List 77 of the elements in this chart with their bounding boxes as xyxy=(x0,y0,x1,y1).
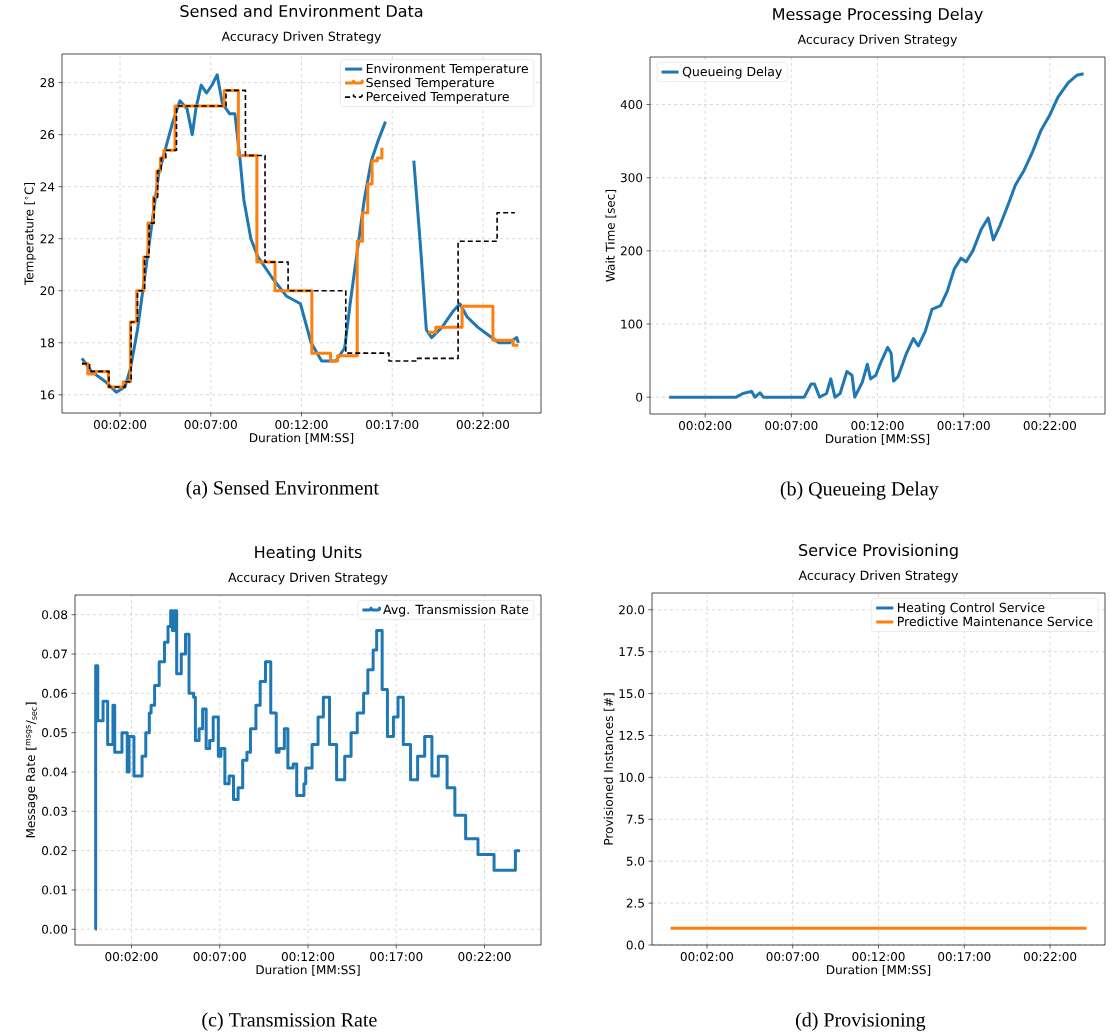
x-tick-label: 00:22:00 xyxy=(458,952,511,962)
x-tick-label: 00:02:00 xyxy=(680,952,734,962)
y-tick-label: 18 xyxy=(41,338,55,348)
x-axis-title: Duration [MM:SS] xyxy=(827,964,931,976)
legend-label: Avg. Transmission Rate xyxy=(383,604,529,617)
y-tick-label: 0.0 xyxy=(626,940,645,950)
y-tick-label: 0.00 xyxy=(42,924,68,934)
y-tick-label: 0.05 xyxy=(42,728,67,738)
text: (a) Sensed Environment xyxy=(186,480,379,499)
y-tick-label: 0.04 xyxy=(42,767,68,777)
y-tick-label: 28 xyxy=(40,78,55,88)
y-axis-title: Message Rate [$^{msgs}$/$_{sec}$] xyxy=(25,702,38,838)
y-tick-label: 2.5 xyxy=(626,898,644,908)
x-tick-label: 00:17:00 xyxy=(938,952,991,962)
x-tick-label: 00:17:00 xyxy=(937,421,990,431)
legend-label: Sensed Temperature xyxy=(366,77,494,90)
text: (d) Provisioning xyxy=(795,1012,926,1031)
y-tick-label: 100 xyxy=(621,319,643,329)
y-tick-label: 0 xyxy=(636,392,643,402)
y-tick-label: 17.5 xyxy=(619,647,644,657)
y-tick-label: 24 xyxy=(40,182,55,192)
y-tick-label: 26 xyxy=(40,130,55,140)
y-tick-label: 20 xyxy=(40,286,55,296)
y-tick-label: 5.0 xyxy=(626,856,645,866)
x-axis-title: Duration [MM:SS] xyxy=(826,433,930,445)
y-tick-label: 22 xyxy=(40,234,54,244)
y-tick-label: 0.07 xyxy=(42,649,67,659)
text: (b) Queueing Delay xyxy=(780,481,939,500)
y-tick-label: 0.08 xyxy=(42,610,68,620)
chart-title: Service Provisioning xyxy=(799,543,958,560)
x-tick-label: 00:02:00 xyxy=(93,420,147,430)
x-tick-label: 00:07:00 xyxy=(766,952,819,962)
x-tick-label: 00:22:00 xyxy=(1023,952,1077,962)
y-tick-label: 20.0 xyxy=(619,605,645,615)
y-axis-title: Provisioned Instances [#] xyxy=(603,693,615,845)
x-tick-label: 00:02:00 xyxy=(679,421,732,431)
y-tick-label: 15.0 xyxy=(619,689,645,699)
x-tick-label: 00:12:00 xyxy=(275,420,328,430)
x-axis-title: Duration [MM:SS] xyxy=(256,964,360,976)
y-tick-label: 400 xyxy=(620,100,643,110)
y-tick-label: 12.5 xyxy=(619,730,644,741)
y-tick-label: 200 xyxy=(620,246,643,256)
x-tick-label: 00:12:00 xyxy=(851,421,904,431)
x-tick-label: 00:07:00 xyxy=(184,420,237,430)
chart-title: Heating Units xyxy=(255,545,362,562)
chart-subtitle: Accuracy Driven Strategy xyxy=(797,34,958,47)
legend-label: Environment Temperature xyxy=(366,63,528,76)
x-tick-label: 00:22:00 xyxy=(456,420,510,430)
y-tick-label: 16 xyxy=(41,390,55,400)
legend-label: Perceived Temperature xyxy=(366,91,509,104)
y-tick-label: 300 xyxy=(620,173,643,183)
y-tick-label: 10.0 xyxy=(619,772,645,782)
chart-title: Sensed and Environment Data xyxy=(180,4,423,18)
x-tick-label: 00:17:00 xyxy=(366,420,419,430)
y-axis-title: Wait Time [sec] xyxy=(605,190,617,282)
chart-title: Message Processing Delay xyxy=(773,7,983,24)
x-tick-label: 00:17:00 xyxy=(370,952,423,962)
legend-label: Queueing Delay xyxy=(682,66,782,79)
text: (c) Transmission Rate xyxy=(202,1012,377,1031)
x-tick-label: 00:12:00 xyxy=(852,952,905,962)
x-tick-label: 00:02:00 xyxy=(105,952,158,962)
x-tick-label: 00:12:00 xyxy=(281,952,335,962)
x-axis-title: Duration [MM:SS] xyxy=(250,432,354,444)
chart-subtitle: Accuracy Driven Strategy xyxy=(221,31,382,44)
chart-subtitle: Accuracy Driven Strategy xyxy=(798,570,959,583)
x-tick-label: 00:07:00 xyxy=(193,952,246,962)
y-tick-label: 0.01 xyxy=(42,885,67,895)
y-tick-label: 0.02 xyxy=(42,846,67,856)
y-tick-label: 0.06 xyxy=(42,688,68,698)
x-tick-label: 00:22:00 xyxy=(1023,421,1076,431)
y-tick-label: 7.5 xyxy=(626,814,644,824)
legend-label: Predictive Maintenance Service xyxy=(897,616,1093,627)
legend-label: Heating Control Service xyxy=(897,602,1045,615)
y-axis-title: Temperature [$^{∘}$C] xyxy=(24,183,36,286)
chart-subtitle: Accuracy Driven Strategy xyxy=(228,572,388,585)
x-tick-label: 00:07:00 xyxy=(765,421,818,431)
y-tick-label: 0.03 xyxy=(42,806,67,816)
